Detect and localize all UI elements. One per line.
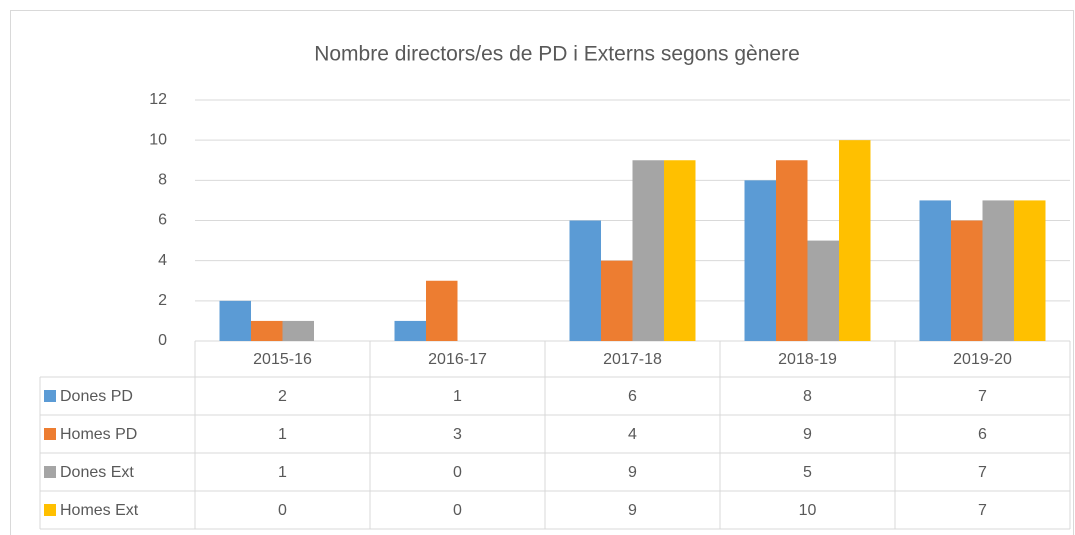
bar	[601, 260, 633, 341]
table-value: 1	[453, 388, 462, 405]
chart-title: Nombre directors/es de PD i Externs sego…	[314, 43, 800, 66]
table-value: 3	[453, 426, 462, 443]
bar	[776, 160, 808, 341]
x-tick-label: 2016-17	[428, 351, 487, 368]
y-tick-label: 2	[158, 292, 167, 309]
table-value: 0	[453, 464, 462, 481]
bar	[394, 320, 426, 341]
bar	[282, 320, 314, 341]
legend-label: Dones PD	[60, 388, 133, 405]
bar	[569, 220, 601, 341]
bar	[426, 280, 458, 341]
legend-swatch	[44, 390, 56, 402]
table-value: 2	[278, 388, 287, 405]
bar	[807, 240, 839, 341]
table-value: 6	[628, 388, 637, 405]
x-tick-label: 2018-19	[778, 351, 837, 368]
bar	[839, 140, 871, 341]
bar	[951, 220, 983, 341]
y-tick-label: 6	[158, 212, 167, 229]
bar	[251, 320, 283, 341]
table-value: 8	[803, 388, 812, 405]
legend-label: Homes Ext	[60, 502, 139, 519]
legend-swatch	[44, 504, 56, 516]
bar	[664, 160, 696, 341]
y-tick-label: 12	[149, 91, 167, 108]
y-tick-label: 4	[158, 252, 167, 269]
x-tick-label: 2019-20	[953, 351, 1012, 368]
table-value: 9	[803, 426, 812, 443]
table-value: 5	[803, 464, 812, 481]
table-value: 0	[278, 502, 287, 519]
bar	[632, 160, 664, 341]
bar	[219, 300, 251, 341]
table-value: 7	[978, 464, 987, 481]
table-value: 10	[799, 502, 817, 519]
bar	[919, 200, 951, 341]
legend-label: Dones Ext	[60, 464, 134, 481]
y-tick-label: 0	[158, 332, 167, 349]
bar	[744, 180, 776, 341]
x-tick-label: 2017-18	[603, 351, 662, 368]
y-tick-label: 8	[158, 172, 167, 189]
table-value: 4	[628, 426, 637, 443]
chart-border	[10, 10, 1074, 535]
table-value: 9	[628, 464, 637, 481]
bar	[982, 200, 1014, 341]
legend-label: Homes PD	[60, 426, 137, 443]
bar	[1014, 200, 1046, 341]
table-value: 0	[453, 502, 462, 519]
table-value: 9	[628, 502, 637, 519]
y-tick-label: 10	[149, 131, 167, 148]
legend-swatch	[44, 428, 56, 440]
table-value: 7	[978, 388, 987, 405]
x-tick-label: 2015-16	[253, 351, 312, 368]
table-value: 6	[978, 426, 987, 443]
legend-swatch	[44, 466, 56, 478]
table-value: 1	[278, 426, 287, 443]
table-value: 7	[978, 502, 987, 519]
table-value: 1	[278, 464, 287, 481]
